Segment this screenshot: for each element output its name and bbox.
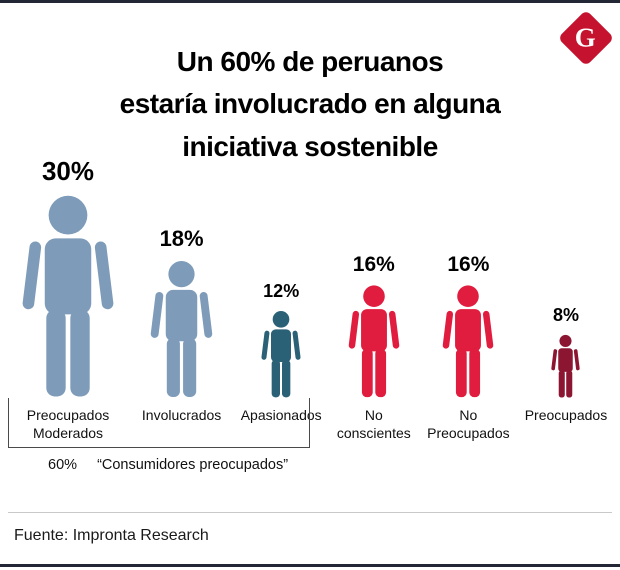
source-credit: Fuente: Impronta Research [14,527,209,544]
figures-row: 30% Preocupados Moderados 18% [8,156,612,442]
person-icon [551,334,581,398]
person-icon [22,195,114,397]
group-annotation: 60% “Consumidores preocupados” [48,457,288,473]
figure-value-label: 18% [159,226,204,251]
figure-area: 18% [150,156,213,398]
group-annotation-text: “Consumidores preocupados” [97,457,289,473]
figure-area: 16% [442,156,494,398]
group-annotation-value: 60% [48,457,78,473]
person-icon [348,285,400,398]
person-icon [443,285,494,398]
category-label: Preocupados [524,407,608,423]
category-label: Apasionados [240,407,322,423]
figure-area: 8% [551,156,581,398]
figure-value-label: 30% [41,156,95,186]
figure-column: 30% Preocupados Moderados [8,156,128,442]
chart-title-line-2: estaría involucrado en alguna [119,88,501,120]
figure-value-label: 16% [352,253,395,276]
figure-column: 8% Preocupados [520,156,612,424]
chart-title-line-1: Un 60% de peruanos [176,45,444,77]
figure-area: 16% [348,156,400,398]
figure-column: 18% Involucrados [132,156,232,424]
bottom-border-rule [0,564,620,567]
figure-value-label: 8% [552,305,579,325]
figure-column: 12% Apasionados [235,156,327,424]
group-bracket [8,398,310,448]
figure-column: 16% No conscientes [331,156,417,442]
top-border-rule [0,0,620,3]
figure-column: 16% No Preocupados [420,156,516,442]
figure-area: 30% [21,156,115,398]
figure-value-label: 16% [447,253,490,276]
figure-area: 12% [261,156,301,398]
footer-divider [8,512,612,513]
category-label: Involucrados [141,407,222,423]
category-label: No conscientes [336,407,411,442]
category-label: No Preocupados [427,407,510,442]
category-label: Preocupados Moderados [26,407,110,442]
chart-title: Un 60% de peruanos estaría involucrado e… [0,41,620,169]
figure-value-label: 12% [263,281,300,301]
person-icon [261,311,301,398]
chart-title-line-3: iniciativa sostenible [182,130,438,162]
person-icon [150,260,213,397]
